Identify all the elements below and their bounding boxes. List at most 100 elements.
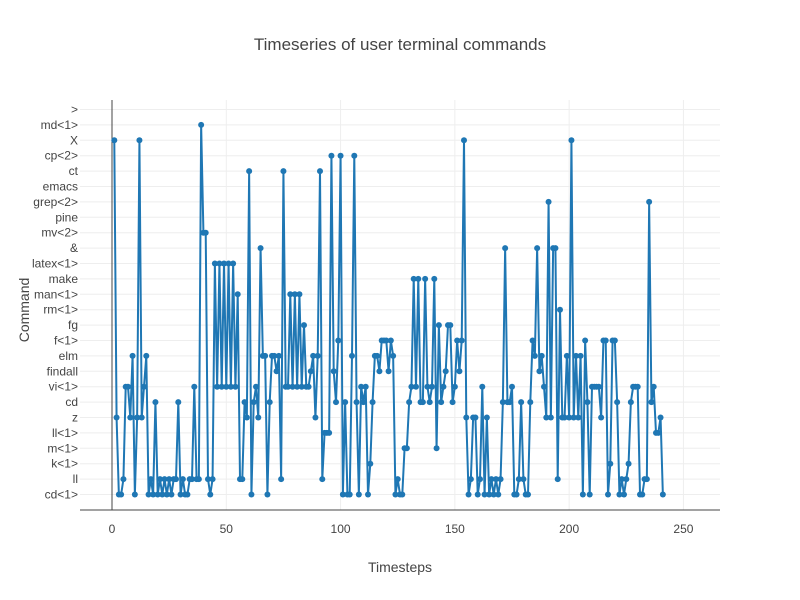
data-point: [287, 291, 294, 298]
data-point: [298, 383, 305, 390]
data-point: [198, 121, 205, 128]
data-point: [657, 414, 664, 421]
data-point: [483, 414, 490, 421]
data-point: [568, 137, 575, 144]
data-point: [129, 352, 136, 359]
data-point: [339, 491, 346, 498]
data-point: [579, 491, 586, 498]
data-point: [422, 275, 429, 282]
data-point: [141, 383, 147, 390]
y-tick-label: elm: [59, 349, 78, 363]
data-point: [369, 399, 376, 406]
data-point: [605, 491, 611, 498]
x-tick-label: 50: [220, 522, 234, 536]
data-point: [157, 476, 163, 483]
data-point: [515, 476, 522, 483]
data-point: [648, 399, 655, 406]
data-point: [497, 476, 504, 483]
data-point: [385, 368, 392, 375]
data-point: [584, 399, 591, 406]
data-point: [280, 168, 287, 175]
data-point: [285, 383, 291, 390]
data-point: [408, 383, 415, 390]
y-tick-label: f<1>: [54, 334, 78, 348]
data-point: [536, 368, 543, 375]
data-point: [333, 399, 339, 406]
data-point: [365, 491, 371, 498]
data-point: [509, 383, 515, 390]
data-point: [442, 368, 449, 375]
data-point: [575, 414, 582, 421]
x-axis-title: Timesteps: [368, 559, 432, 575]
data-point: [554, 476, 561, 483]
y-tick-label: vi<1>: [49, 380, 78, 394]
data-point: [349, 352, 355, 359]
data-point: [424, 383, 431, 390]
data-point: [173, 476, 179, 483]
grid-layer: [80, 100, 720, 510]
y-tick-label: k<1>: [51, 457, 78, 471]
data-point: [650, 383, 657, 390]
data-point: [150, 491, 157, 498]
data-point: [127, 414, 134, 421]
data-point: [168, 491, 175, 498]
data-point: [472, 414, 479, 421]
data-point: [342, 399, 349, 406]
data-point: [623, 476, 630, 483]
data-point: [328, 152, 335, 159]
data-point: [563, 352, 570, 359]
data-point: [614, 399, 621, 406]
x-tick-label: 250: [673, 522, 693, 536]
y-tick-label: X: [70, 133, 78, 147]
data-point: [248, 491, 255, 498]
data-point: [607, 460, 614, 467]
data-point: [223, 383, 230, 390]
data-point: [337, 152, 344, 159]
data-point: [353, 399, 360, 406]
data-point: [195, 476, 202, 483]
y-tick-label: cd: [65, 395, 78, 409]
data-point: [458, 337, 465, 344]
data-point: [431, 275, 438, 282]
data-point: [595, 383, 602, 390]
y-tick-label: emacs: [43, 180, 78, 194]
data-point: [301, 322, 307, 329]
data-point: [506, 399, 513, 406]
data-point: [266, 399, 273, 406]
data-point: [461, 137, 467, 144]
y-tick-label: rm<1>: [43, 303, 78, 317]
data-point: [125, 383, 131, 390]
data-point: [598, 414, 605, 421]
data-point: [376, 368, 383, 375]
data-point: [531, 352, 538, 359]
y-tick-label: >: [71, 103, 78, 117]
data-point: [467, 476, 474, 483]
data-point: [465, 491, 472, 498]
data-point: [552, 245, 559, 252]
data-point: [264, 491, 271, 498]
data-point: [406, 399, 413, 406]
data-point: [291, 291, 298, 298]
data-point: [246, 168, 253, 175]
y-tick-label: grep<2>: [33, 195, 78, 209]
data-point: [250, 399, 257, 406]
data-point: [639, 491, 646, 498]
data-point: [351, 152, 358, 159]
series-layer: [111, 121, 666, 498]
y-tick-label: cd<1>: [45, 488, 78, 502]
data-point: [493, 476, 499, 483]
data-point: [643, 476, 650, 483]
data-point: [520, 476, 527, 483]
data-point: [477, 476, 483, 483]
data-point: [627, 399, 634, 406]
data-point: [582, 337, 589, 344]
data-point: [566, 414, 573, 421]
data-point: [360, 399, 367, 406]
data-point: [205, 476, 211, 483]
data-point: [429, 383, 435, 390]
data-point: [273, 368, 280, 375]
y-tick-label: ll: [73, 472, 78, 486]
data-point: [525, 491, 531, 498]
data-point: [586, 491, 593, 498]
